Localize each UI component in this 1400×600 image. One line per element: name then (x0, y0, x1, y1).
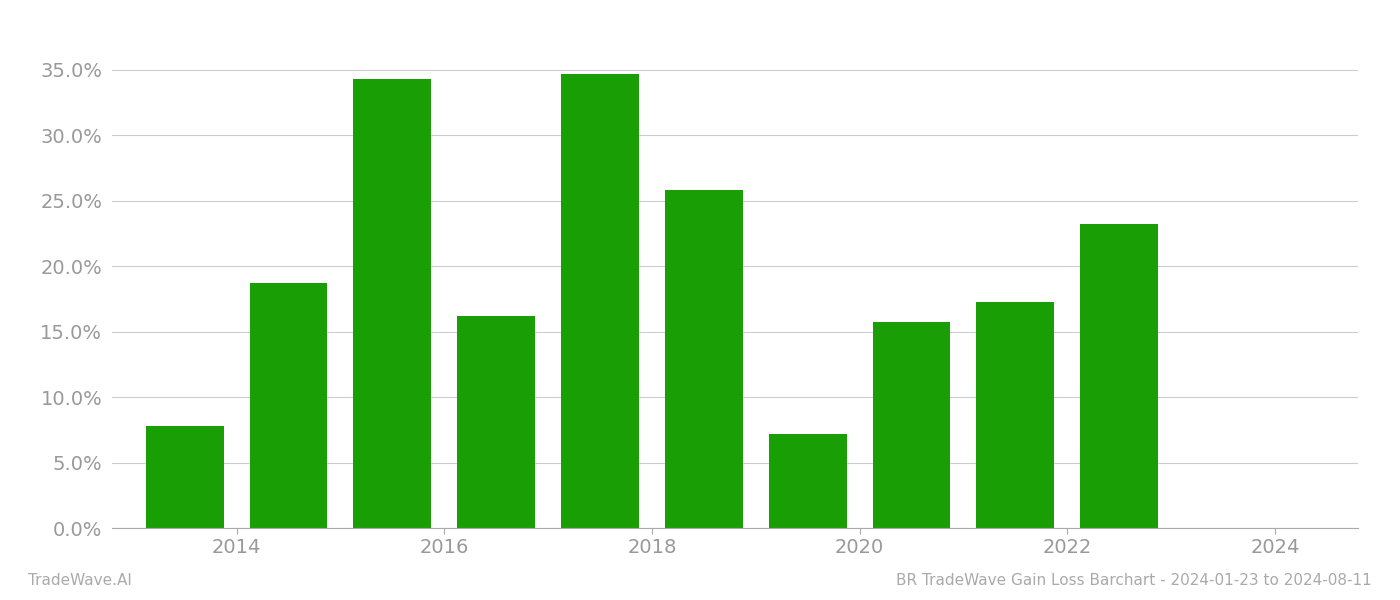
Bar (353, 79, 431, 528)
Bar (458, 316, 535, 528)
Bar (665, 190, 743, 528)
Bar (769, 434, 847, 528)
Bar (146, 426, 224, 528)
Bar (872, 322, 951, 528)
Text: TradeWave.AI: TradeWave.AI (28, 573, 132, 588)
Bar (561, 74, 638, 528)
Bar (976, 302, 1054, 528)
Bar (1081, 224, 1158, 528)
Text: BR TradeWave Gain Loss Barchart - 2024-01-23 to 2024-08-11: BR TradeWave Gain Loss Barchart - 2024-0… (896, 573, 1372, 588)
Bar (249, 283, 328, 528)
